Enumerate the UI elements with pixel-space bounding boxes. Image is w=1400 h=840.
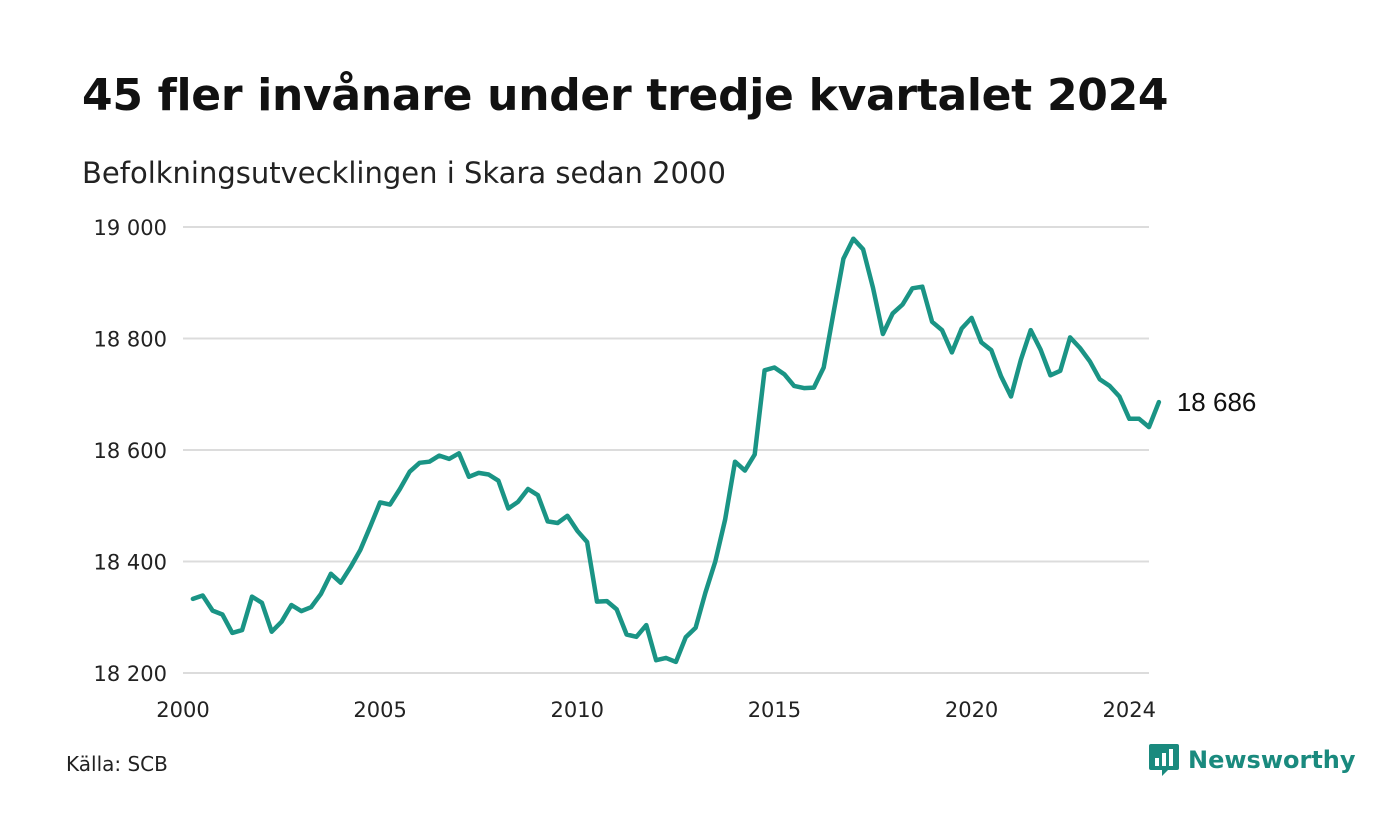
y-tick-label: 18 600 (94, 439, 167, 463)
series-line (190, 236, 1162, 665)
x-tick-label: 2015 (748, 698, 801, 722)
brand-logo: Newsworthy (1148, 742, 1356, 778)
x-tick-label: 2010 (551, 698, 604, 722)
y-tick-label: 18 200 (94, 662, 167, 686)
y-tick-label: 18 400 (94, 551, 167, 575)
y-axis-tick-labels: 18 200 18 400 18 600 18 800 19 000 (94, 216, 167, 686)
newsworthy-logo-icon (1149, 744, 1179, 776)
x-tick-label: 2000 (156, 698, 209, 722)
x-axis-tick-labels: 2000 2005 2010 2015 2020 2024 (156, 698, 1156, 722)
brand-name: Newsworthy (1188, 746, 1356, 774)
x-tick-label: 2020 (945, 698, 998, 722)
chart-subtitle: Befolkningsutvecklingen i Skara sedan 20… (82, 156, 726, 190)
gridlines (183, 226, 1149, 674)
source-note: Källa: SCB (66, 752, 168, 776)
end-value-label: 18 686 (1177, 387, 1257, 417)
y-tick-label: 18 800 (94, 328, 167, 352)
y-tick-label: 19 000 (94, 216, 167, 240)
x-tick-label: 2024 (1103, 698, 1156, 722)
series-layer (190, 236, 1162, 665)
x-tick-label: 2005 (353, 698, 406, 722)
chart-title: 45 fler invånare under tredje kvartalet … (82, 70, 1169, 121)
